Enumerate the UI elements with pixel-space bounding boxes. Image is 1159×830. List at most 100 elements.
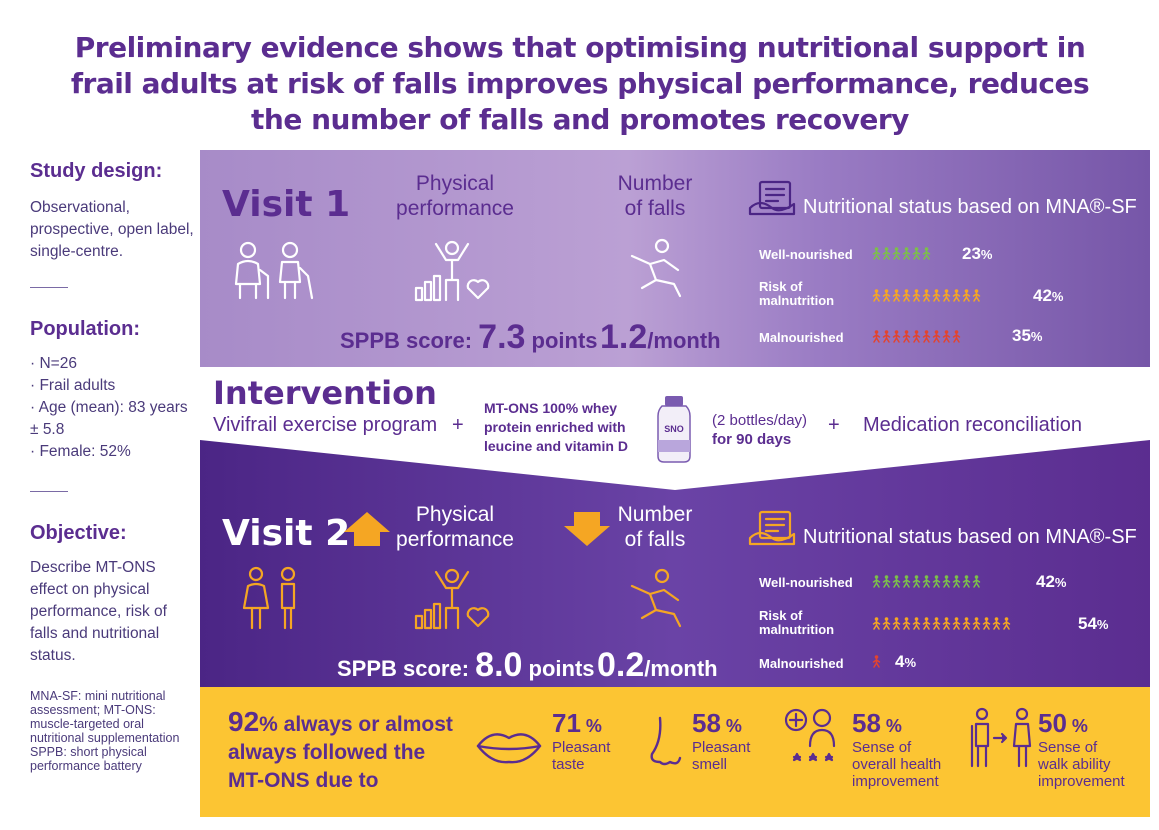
- stat-label: overall health: [852, 756, 942, 773]
- stat-sign: %: [1066, 716, 1088, 736]
- population-list: · N=26 · Frail adults · Age (mean): 83 y…: [30, 353, 195, 463]
- visit1-label: Visit 1: [222, 184, 351, 225]
- person-pictogram-icon: [902, 575, 911, 588]
- lips-icon: [476, 733, 542, 764]
- sidebar: Study design: Observational, prospective…: [30, 160, 195, 773]
- stat-value: 58: [692, 708, 721, 738]
- ons-line: protein enriched with: [484, 419, 626, 435]
- physical-title-line: Physical: [415, 172, 495, 195]
- physical-title-line: performance: [396, 528, 514, 551]
- falls-title-line: Number: [617, 172, 693, 195]
- person-pictogram-icon: [872, 575, 881, 588]
- walk-stat: 50 % Sense of walk ability improvement: [1038, 708, 1125, 790]
- visit2-falls-score: 0.2/month: [597, 646, 718, 685]
- adherence-value: 92: [228, 706, 260, 737]
- person-pictogram-icon: [872, 289, 881, 302]
- physical-performance-icon: [414, 568, 490, 630]
- person-pictogram-icon: [952, 330, 961, 343]
- visit1-malnourished-label: Malnourished: [759, 330, 844, 345]
- person-pictogram-icon: [922, 289, 931, 302]
- ons-description: MT-ONS 100% whey protein enriched with l…: [484, 399, 644, 456]
- nutrition-checklist-icon: [748, 510, 796, 546]
- visit1-well-nourished-label: Well-nourished: [759, 247, 853, 262]
- sidebar-divider-1: [30, 287, 68, 288]
- dosage-line: for 90 days: [712, 431, 792, 448]
- study-design-text: Observational, prospective, open label, …: [30, 199, 194, 260]
- page-title: Preliminary evidence shows that optimisi…: [60, 30, 1100, 138]
- stat-label: Pleasant: [692, 739, 751, 756]
- title-line-2: frail adults at risk of falls improves p…: [70, 67, 1090, 100]
- person-pictogram-icon: [952, 617, 961, 630]
- visit2-well-nourished-people: [872, 575, 981, 588]
- stat-label: walk ability: [1038, 756, 1111, 773]
- sppb-prefix: SPPB score:: [340, 328, 479, 353]
- person-pictogram-icon: [902, 330, 911, 343]
- nutrition-checklist-icon: [748, 180, 796, 216]
- pct-value: 42: [1033, 286, 1052, 305]
- visit1-risk-people: [872, 289, 981, 302]
- falls-unit: /month: [647, 328, 721, 353]
- plus-sign: +: [828, 414, 840, 436]
- person-pictogram-icon: [942, 575, 951, 588]
- falls-unit: /month: [644, 656, 718, 681]
- adherence-panel: [200, 687, 1150, 817]
- visit2-sppb-score: SPPB score: 8.0 points: [337, 646, 595, 685]
- abbreviations-footnote: MNA-SF: mini nutritional assessment; MT-…: [30, 689, 180, 773]
- medication-reconciliation-label: Medication reconciliation: [863, 414, 1083, 436]
- title-line-1: Preliminary evidence shows that optimisi…: [74, 31, 1086, 64]
- visit1-falls-title: Number of falls: [600, 171, 710, 221]
- person-pictogram-icon: [962, 289, 971, 302]
- study-design-heading: Study design:: [30, 160, 163, 182]
- person-pictogram-icon: [902, 289, 911, 302]
- stat-sign: %: [880, 716, 902, 736]
- falls-title-line: of falls: [624, 197, 686, 220]
- sppb-unit: points: [522, 656, 595, 681]
- health-improvement-icon: [784, 708, 836, 762]
- person-pictogram-icon: [932, 330, 941, 343]
- visit2-malnourished-label: Malnourished: [759, 656, 844, 671]
- dosage-line: (2 bottles/day): [712, 412, 808, 429]
- visit1-risk-label: Risk of malnutrition: [759, 280, 834, 308]
- walk-ability-icon: [970, 707, 1032, 768]
- stat-label: improvement: [1038, 773, 1125, 790]
- person-pictogram-icon: [932, 289, 941, 302]
- taste-stat: 71 % Pleasant taste: [552, 708, 610, 773]
- visit2-malnourished-people: [872, 655, 881, 668]
- person-pictogram-icon: [882, 247, 891, 260]
- visit2-well-nourished-pct: 42%: [1036, 572, 1066, 592]
- population-item: · N=26: [30, 355, 77, 372]
- person-pictogram-icon: [912, 617, 921, 630]
- person-pictogram-icon: [1002, 617, 1011, 630]
- visit2-nutrition-title: Nutritional status based on MNA®-SF: [803, 526, 1137, 548]
- person-pictogram-icon: [952, 575, 961, 588]
- person-pictogram-icon: [872, 330, 881, 343]
- person-pictogram-icon: [922, 617, 931, 630]
- falls-title-line: Number: [617, 503, 693, 526]
- adherence-line-1: 92% always or almost: [228, 708, 488, 739]
- visit1-well-nourished-people: [872, 247, 931, 260]
- stat-label: improvement: [852, 773, 939, 790]
- sppb-prefix: SPPB score:: [337, 656, 476, 681]
- exercise-program-label: Vivifrail exercise program: [213, 414, 438, 436]
- recovered-couple-icon: [242, 566, 296, 630]
- ons-line: leucine and vitamin D: [484, 438, 628, 454]
- person-pictogram-icon: [922, 575, 931, 588]
- visit1-falls-score: 1.2/month: [600, 318, 721, 357]
- pct-value: 4: [895, 652, 905, 671]
- person-pictogram-icon: [912, 575, 921, 588]
- person-pictogram-icon: [892, 575, 901, 588]
- stat-sign: %: [580, 716, 602, 736]
- person-pictogram-icon: [872, 617, 881, 630]
- pct-value: 35: [1012, 326, 1031, 345]
- visit1-well-nourished-pct: 23%: [962, 244, 992, 264]
- stat-label: taste: [552, 756, 585, 773]
- visit1-physical-title: Physical performance: [385, 171, 525, 221]
- person-pictogram-icon: [882, 575, 891, 588]
- person-pictogram-icon: [922, 330, 931, 343]
- person-pictogram-icon: [992, 617, 1001, 630]
- bottle-label: SNO: [664, 424, 684, 434]
- adherence-line-3: MT-ONS due to: [228, 769, 379, 792]
- person-pictogram-icon: [892, 247, 901, 260]
- person-pictogram-icon: [932, 575, 941, 588]
- risk-label-line: malnutrition: [759, 622, 835, 637]
